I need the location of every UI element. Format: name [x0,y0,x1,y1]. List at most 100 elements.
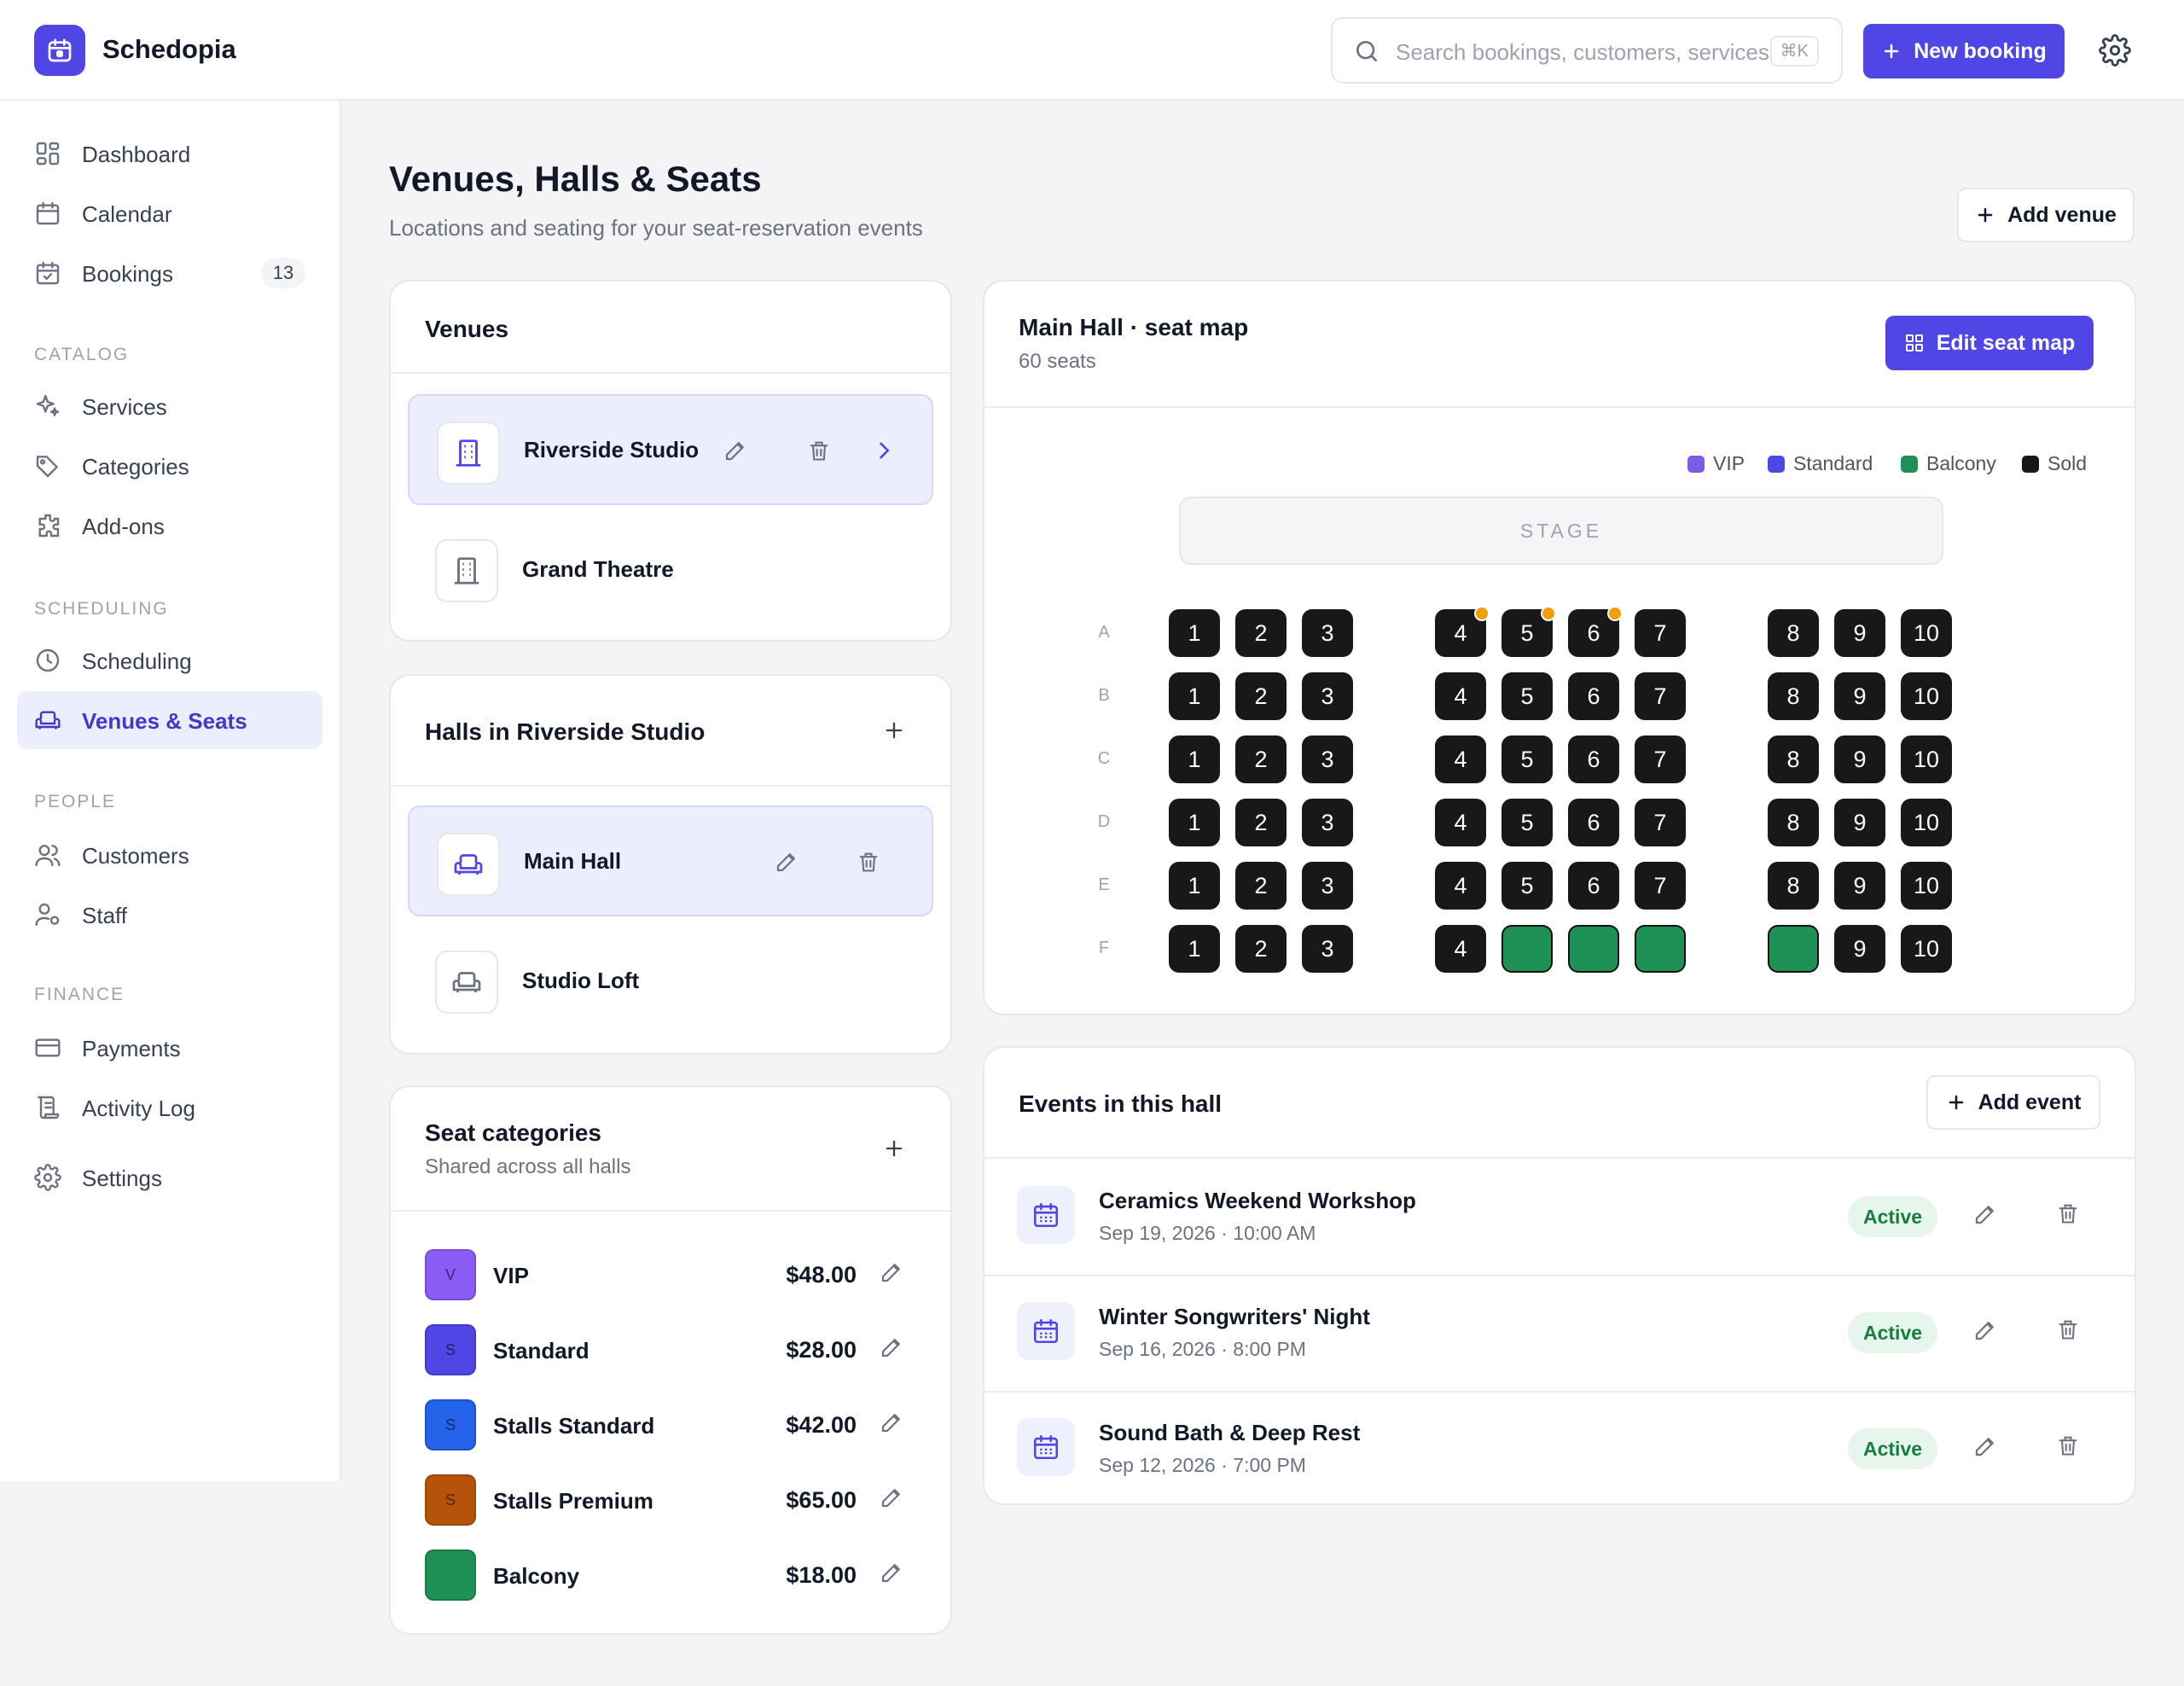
seat-A5[interactable]: 5 [1502,606,1556,657]
seat-D5[interactable]: 5 [1502,799,1553,846]
seat-C3[interactable]: 3 [1302,735,1353,783]
seat-F6[interactable] [1568,925,1619,973]
seat-A7[interactable]: 7 [1635,609,1686,657]
seat-C5[interactable]: 5 [1502,735,1553,783]
seat-F3[interactable]: 3 [1302,925,1353,973]
seat-E6[interactable]: 6 [1568,862,1619,910]
seat-F4[interactable]: 4 [1435,925,1486,973]
seat-A8[interactable]: 8 [1768,609,1819,657]
sidebar-item-venues-seats[interactable]: Venues & Seats [17,691,322,749]
seat-D1[interactable]: 1 [1169,799,1220,846]
seat-A9[interactable]: 9 [1834,609,1885,657]
search-input[interactable]: Search bookings, customers, services ⌘K [1331,17,1843,84]
sidebar-item-bookings[interactable]: Bookings 13 [17,244,322,302]
edit-category-button[interactable] [879,1410,904,1439]
seat-B6[interactable]: 6 [1568,672,1619,720]
seat-F9[interactable]: 9 [1834,925,1885,973]
seat-A6[interactable]: 6 [1568,606,1623,657]
seat-C2[interactable]: 2 [1235,735,1287,783]
seat-F8[interactable] [1768,925,1819,973]
sidebar-item-staff[interactable]: Staff [17,886,322,944]
edit-seat-map-button[interactable]: Edit seat map [1885,316,2094,370]
sidebar-item-activity-log[interactable]: Activity Log [17,1078,322,1137]
edit-category-button[interactable] [879,1485,904,1514]
sidebar-item-scheduling[interactable]: Scheduling [17,631,322,689]
seat-C1[interactable]: 1 [1169,735,1220,783]
seat-D2[interactable]: 2 [1235,799,1287,846]
seat-B9[interactable]: 9 [1834,672,1885,720]
seat-B10[interactable]: 10 [1901,672,1952,720]
seat-E4[interactable]: 4 [1435,862,1486,910]
seat-A4[interactable]: 4 [1435,606,1490,657]
edit-venue-button[interactable] [720,435,751,466]
seat-E10[interactable]: 10 [1901,862,1952,910]
open-venue-button[interactable] [868,435,899,466]
seat-D8[interactable]: 8 [1768,799,1819,846]
seat-F10[interactable]: 10 [1901,925,1952,973]
seat-B3[interactable]: 3 [1302,672,1353,720]
seat-F7[interactable] [1635,925,1686,973]
seat-D4[interactable]: 4 [1435,799,1486,846]
seat-F5[interactable] [1502,925,1553,973]
delete-event-button[interactable] [2056,1201,2080,1230]
sidebar-item-dashboard[interactable]: Dashboard [17,125,322,183]
seat-A10[interactable]: 10 [1901,609,1952,657]
seat-B4[interactable]: 4 [1435,672,1486,720]
seat-A1[interactable]: 1 [1169,609,1220,657]
seat-D6[interactable]: 6 [1568,799,1619,846]
delete-venue-button[interactable] [804,435,834,466]
seat-D3[interactable]: 3 [1302,799,1353,846]
sidebar-item-services[interactable]: Services [17,377,322,435]
seat-C7[interactable]: 7 [1635,735,1686,783]
seat-E3[interactable]: 3 [1302,862,1353,910]
seat-D9[interactable]: 9 [1834,799,1885,846]
edit-hall-button[interactable] [771,846,802,877]
edit-category-button[interactable] [879,1259,904,1289]
seat-F1[interactable]: 1 [1169,925,1220,973]
delete-event-button[interactable] [2056,1317,2080,1346]
seat-C9[interactable]: 9 [1834,735,1885,783]
edit-category-button[interactable] [879,1334,904,1364]
seat-D7[interactable]: 7 [1635,799,1686,846]
seat-E8[interactable]: 8 [1768,862,1819,910]
sidebar-item-add-ons[interactable]: Add-ons [17,497,322,555]
seat-E1[interactable]: 1 [1169,862,1220,910]
seat-A3[interactable]: 3 [1302,609,1353,657]
edit-category-button[interactable] [879,1560,904,1590]
seat-B5[interactable]: 5 [1502,672,1553,720]
delete-event-button[interactable] [2056,1433,2080,1462]
edit-event-button[interactable] [1972,1201,1998,1231]
sidebar-item-categories[interactable]: Categories [17,437,322,495]
add-event-button[interactable]: Add event [1926,1075,2100,1130]
seat-B8[interactable]: 8 [1768,672,1819,720]
seat-B1[interactable]: 1 [1169,672,1220,720]
edit-event-button[interactable] [1972,1433,1998,1463]
add-seat-category-button[interactable] [877,1131,911,1166]
edit-event-button[interactable] [1972,1317,1998,1347]
hall-item[interactable]: Studio Loft [408,925,933,1036]
seat-A2[interactable]: 2 [1235,609,1287,657]
sidebar-item-payments[interactable]: Payments [17,1019,322,1077]
seat-D10[interactable]: 10 [1901,799,1952,846]
seat-B7[interactable]: 7 [1635,672,1686,720]
seat-F2[interactable]: 2 [1235,925,1287,973]
seat-E7[interactable]: 7 [1635,862,1686,910]
seat-E2[interactable]: 2 [1235,862,1287,910]
venue-item[interactable]: Grand Theatre [408,514,933,625]
seat-E5[interactable]: 5 [1502,862,1553,910]
seat-C8[interactable]: 8 [1768,735,1819,783]
seat-C6[interactable]: 6 [1568,735,1619,783]
sidebar-item-calendar[interactable]: Calendar [17,184,322,242]
venue-item[interactable]: Riverside Studio [408,394,933,505]
event-row[interactable]: Winter Songwriters' Night Sep 16, 2026 · … [985,1275,2135,1391]
sidebar-item-settings[interactable]: Settings [17,1148,322,1206]
seat-C4[interactable]: 4 [1435,735,1486,783]
event-row[interactable]: Ceramics Weekend Workshop Sep 19, 2026 · … [985,1159,2135,1275]
app-logo[interactable] [34,25,85,76]
seat-B2[interactable]: 2 [1235,672,1287,720]
add-venue-button[interactable]: Add venue [1957,188,2135,242]
seat-E9[interactable]: 9 [1834,862,1885,910]
seat-C10[interactable]: 10 [1901,735,1952,783]
sidebar-item-customers[interactable]: Customers [17,826,322,884]
delete-hall-button[interactable] [853,846,884,877]
